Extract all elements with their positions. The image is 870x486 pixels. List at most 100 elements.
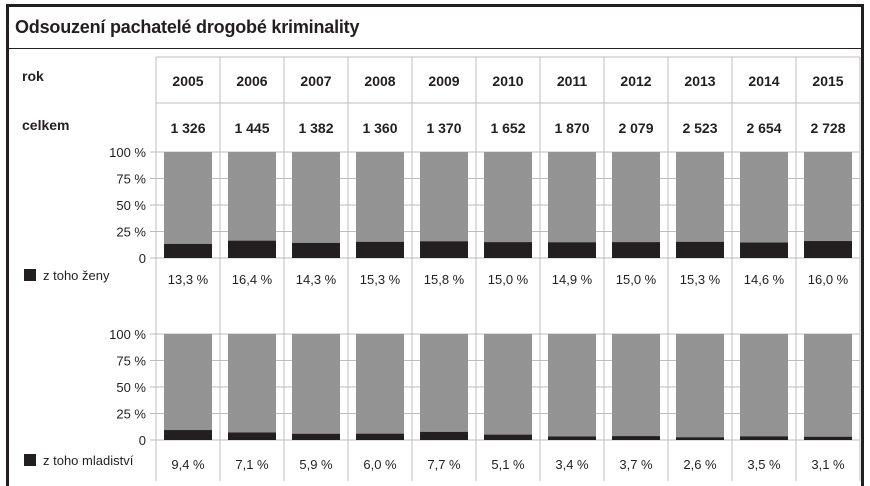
total-value: 1 445 — [234, 120, 269, 136]
bar-rest-segment — [484, 334, 532, 435]
bar-rest-segment — [228, 152, 276, 241]
data-label-women: 13,3 % — [168, 272, 209, 287]
bar-youth-segment — [228, 432, 276, 440]
legend-youth-label: z toho mladiství — [43, 453, 134, 468]
bar-rest-segment — [548, 152, 596, 243]
bar-youth-segment — [804, 436, 852, 440]
bar-rest-segment — [164, 152, 212, 244]
bar-youth-segment — [356, 433, 404, 440]
bar-rest-segment — [484, 152, 532, 243]
bar-youth-segment — [164, 430, 212, 440]
data-label-youth: 3,5 % — [747, 457, 781, 472]
y-tick-label: 75 % — [116, 172, 146, 187]
total-value: 1 870 — [554, 120, 589, 136]
bar-women-segment — [740, 242, 788, 258]
bar-rest-segment — [804, 334, 852, 437]
bar-youth-segment — [420, 431, 468, 440]
y-tick-label: 50 % — [116, 198, 146, 213]
bar-rest-segment — [420, 152, 468, 242]
total-value: 2 728 — [810, 120, 845, 136]
year-row-label: rok — [22, 68, 44, 84]
year-label: 2012 — [620, 73, 651, 89]
year-label: 2009 — [428, 73, 459, 89]
bar-women-segment — [676, 241, 724, 258]
bar-youth-segment — [740, 436, 788, 440]
year-label: 2005 — [172, 73, 203, 89]
data-label-youth: 5,1 % — [491, 457, 525, 472]
bar-women-segment — [356, 241, 404, 258]
total-value: 1 382 — [298, 120, 333, 136]
total-row-label: celkem — [22, 117, 70, 133]
bar-women-segment — [804, 241, 852, 258]
bar-rest-segment — [740, 152, 788, 243]
total-value: 2 523 — [682, 120, 717, 136]
total-value: 2 079 — [618, 120, 653, 136]
bar-youth-segment — [612, 436, 660, 440]
year-label: 2010 — [492, 73, 523, 89]
bar-rest-segment — [292, 152, 340, 243]
bar-rest-segment — [164, 334, 212, 431]
bar-youth-segment — [676, 437, 724, 440]
data-label-women: 15,0 % — [616, 272, 657, 287]
bar-rest-segment — [548, 334, 596, 437]
data-label-women: 16,0 % — [808, 272, 849, 287]
year-label: 2006 — [236, 73, 267, 89]
bar-rest-segment — [292, 334, 340, 434]
total-value: 2 654 — [746, 120, 781, 136]
bar-rest-segment — [228, 334, 276, 433]
legend-youth-swatch — [24, 454, 36, 466]
data-label-women: 15,0 % — [488, 272, 529, 287]
bar-women-segment — [228, 240, 276, 258]
data-label-youth: 3,4 % — [555, 457, 589, 472]
data-label-youth: 9,4 % — [171, 457, 205, 472]
chart-title: Odsouzení pachatelé drogobé kriminality — [15, 17, 360, 37]
y-tick-label: 25 % — [116, 407, 146, 422]
legend-women-label: z toho ženy — [43, 268, 110, 283]
data-label-youth: 3,1 % — [811, 457, 845, 472]
y-tick-label: 50 % — [116, 380, 146, 395]
legend-youth: z toho mladiství — [24, 453, 133, 468]
total-value: 1 370 — [426, 120, 461, 136]
year-label: 2011 — [557, 73, 588, 89]
data-label-youth: 6,0 % — [363, 457, 397, 472]
year-label: 2014 — [748, 73, 779, 89]
data-label-youth: 7,7 % — [427, 457, 461, 472]
total-value: 1 326 — [170, 120, 205, 136]
bar-women-segment — [420, 241, 468, 258]
bar-women-segment — [484, 242, 532, 258]
year-label: 2007 — [300, 73, 331, 89]
data-label-women: 14,9 % — [552, 272, 593, 287]
data-label-women: 14,3 % — [296, 272, 337, 287]
bar-youth-segment — [484, 434, 532, 440]
data-label-youth: 5,9 % — [299, 457, 333, 472]
data-label-women: 15,8 % — [424, 272, 465, 287]
total-value: 1 360 — [362, 120, 397, 136]
chart-frame — [6, 4, 864, 486]
y-tick-label: 25 % — [116, 225, 146, 240]
y-tick-label: 0 — [139, 433, 146, 448]
bar-rest-segment — [676, 334, 724, 438]
y-tick-label: 100 % — [109, 327, 146, 342]
bar-rest-segment — [740, 334, 788, 437]
bar-women-segment — [164, 243, 212, 258]
data-label-youth: 3,7 % — [619, 457, 653, 472]
bar-women-segment — [612, 242, 660, 258]
year-label: 2015 — [812, 73, 843, 89]
bar-rest-segment — [612, 152, 660, 243]
year-label: 2013 — [684, 73, 715, 89]
bar-youth-segment — [548, 436, 596, 440]
bar-rest-segment — [356, 334, 404, 434]
data-label-women: 14,6 % — [744, 272, 785, 287]
bar-rest-segment — [804, 152, 852, 242]
legend-women: z toho ženy — [24, 268, 110, 283]
data-label-women: 15,3 % — [360, 272, 401, 287]
bar-youth-segment — [292, 433, 340, 440]
legend-women-swatch — [24, 269, 36, 281]
bar-rest-segment — [612, 334, 660, 437]
bar-rest-segment — [420, 334, 468, 432]
y-tick-label: 100 % — [109, 145, 146, 160]
data-label-youth: 7,1 % — [235, 457, 269, 472]
bar-women-segment — [292, 242, 340, 258]
bar-rest-segment — [676, 152, 724, 242]
